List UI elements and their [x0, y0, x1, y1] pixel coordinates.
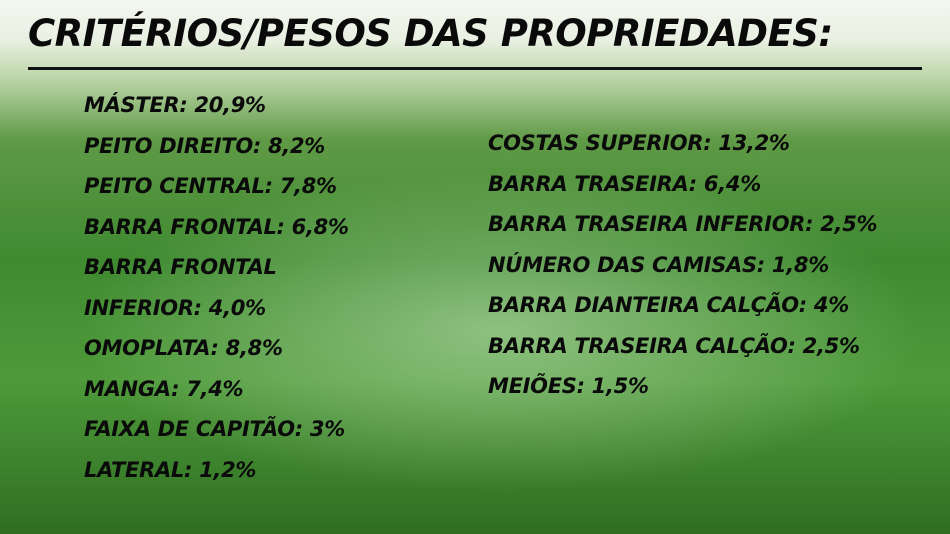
criterion: PEITO DIREITO: 8,2%: [84, 133, 326, 158]
left-column: MÁSTER: 20,9% PEITO DIREITO: 8,2% PEITO CE…: [84, 85, 349, 490]
criterion: PEITO CENTRAL: 7,8%: [84, 174, 337, 198]
criterion: INFERIOR: 4,0%: [84, 295, 266, 320]
criterion: FAIXA DE CAPITÃO: 3%: [84, 417, 345, 441]
criterion: COSTAS SUPERIOR: 13,2%: [488, 131, 790, 155]
criterion: BARRA TRASEIRA CALÇÃO: 2,5%: [488, 333, 860, 358]
criterion: MEIÕES: 1,5%: [488, 374, 649, 398]
criterion: MANGA: 7,4%: [84, 376, 244, 401]
criterion: BARRA TRASEIRA INFERIOR: 2,5%: [488, 212, 878, 236]
title-rule: [28, 67, 922, 70]
right-column: COSTAS SUPERIOR: 13,2% BARRA TRASEIRA: 6,…: [488, 123, 878, 407]
criterion: BARRA FRONTAL: [84, 255, 277, 279]
criterion: OMOPLATA: 8,8%: [84, 336, 283, 360]
criterion: MÁSTER: 20,9%: [84, 93, 266, 117]
criterion: NÚMERO DAS CAMISAS: 1,8%: [488, 252, 829, 277]
criterion: LATERAL: 1,2%: [84, 457, 257, 482]
criterion: BARRA FRONTAL: 6,8%: [84, 214, 349, 239]
criterion: BARRA DIANTEIRA CALÇÃO: 4%: [488, 293, 849, 317]
criterion: BARRA TRASEIRA: 6,4%: [488, 171, 761, 196]
title: CRITÉRIOS/PESOS DAS PROPRIEDADES:: [28, 12, 833, 55]
